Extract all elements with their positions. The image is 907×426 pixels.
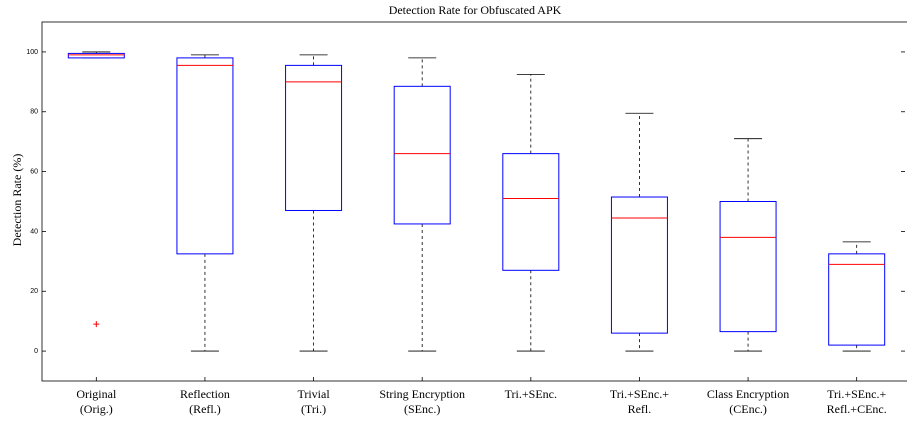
box [393,85,451,225]
y-tick-label: 0 [34,348,38,355]
x-tick-label: Tri.+SEnc.+ [827,387,886,401]
box [285,64,343,211]
y-tick-label: 20 [30,288,38,295]
box [610,196,668,334]
x-tick-label: Class Encryption [707,387,789,401]
x-tick-label: Tri.+SEnc. [505,387,557,401]
outlier [93,321,100,328]
x-tick-label: (Orig.) [80,402,113,416]
x-tick-label: (SEnc.) [404,402,440,416]
y-tick-label: 100 [26,49,38,56]
x-tick-label: Trivial [297,387,330,401]
y-tick-label: 40 [30,228,38,235]
box [828,253,886,346]
chart-title: Detection Rate for Obfuscated APK [389,3,562,17]
y-axis-label: Detection Rate (%) [10,154,24,247]
x-tick-label: Original [76,387,117,401]
x-tick-label: Reflection [180,387,230,401]
x-tick-label: (CEnc.) [729,402,767,416]
box [502,153,560,271]
x-tick-label: Refl.+CEnc. [827,402,887,416]
x-tick-label: String Encryption [379,387,465,401]
x-tick-label: Tri.+SEnc.+ [610,387,669,401]
x-tick-label: (Refl.) [189,402,221,416]
box [67,52,125,59]
plot-frame [41,21,907,382]
x-tick-label: (Tri.) [301,402,326,416]
box [719,201,777,333]
x-tick-label: Refl. [628,402,652,416]
y-tick-label: 80 [30,109,38,116]
y-tick-label: 60 [30,168,38,175]
box [176,57,234,255]
